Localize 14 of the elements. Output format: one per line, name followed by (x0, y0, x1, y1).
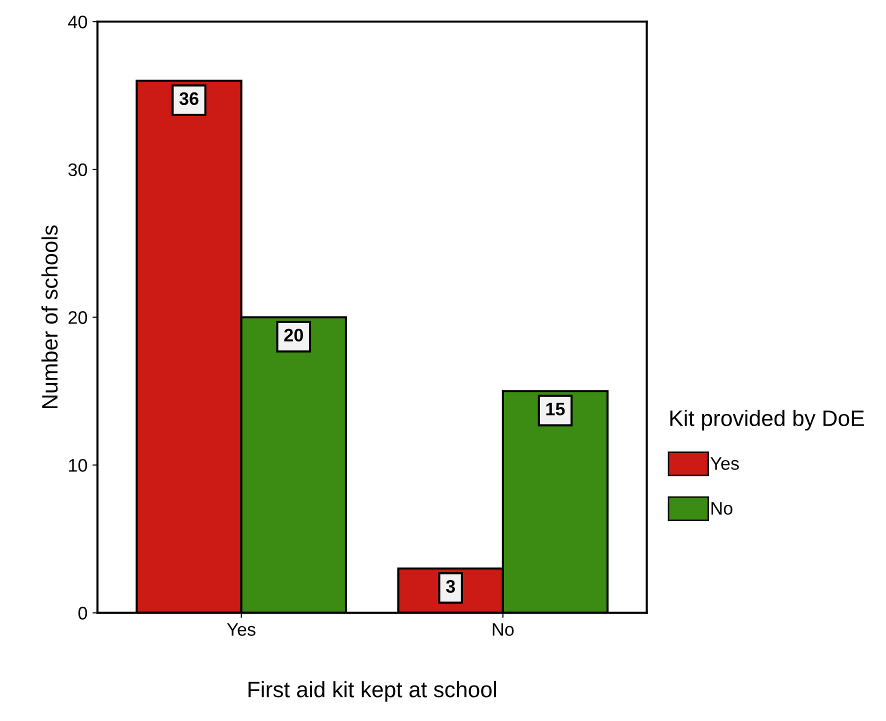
y-axis-title: Number of schools (41, 225, 58, 408)
data-label: 15 (546, 402, 565, 416)
y-tick-label: 10 (69, 458, 88, 472)
legend-label: No (712, 502, 732, 515)
data-label: 36 (179, 92, 198, 106)
x-axis-title: First aid kit kept at school (248, 681, 496, 702)
y-tick-label: 40 (68, 16, 88, 28)
data-label: 20 (284, 328, 303, 342)
legend-label: Yes (710, 457, 739, 470)
y-tick-label: 20 (68, 311, 88, 324)
legend-title: Kit provided by DoE (670, 410, 864, 431)
data-label: 3 (446, 580, 455, 593)
y-tick-label: 0 (78, 606, 88, 620)
y-tick-label: 30 (68, 163, 88, 176)
